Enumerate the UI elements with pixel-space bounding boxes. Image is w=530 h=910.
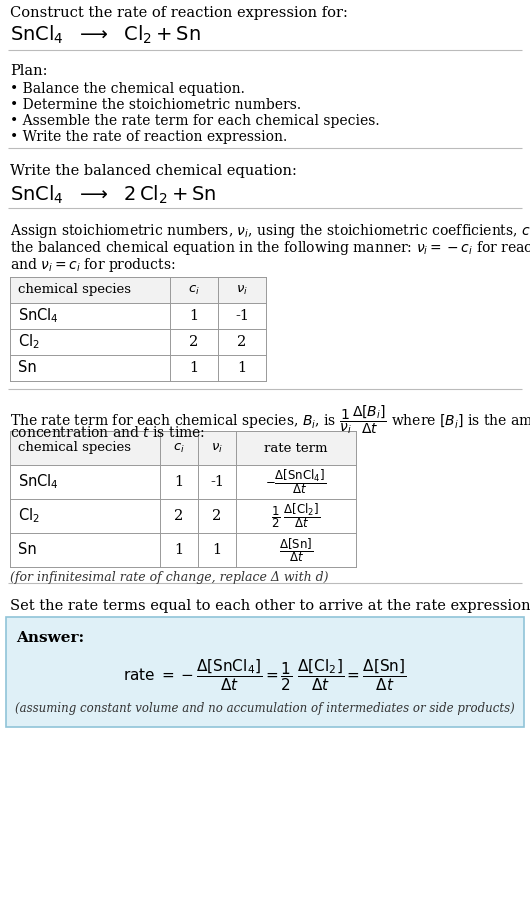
Text: • Balance the chemical equation.: • Balance the chemical equation.	[10, 82, 245, 96]
Text: Sn: Sn	[18, 360, 37, 376]
Text: 2: 2	[189, 335, 199, 349]
Text: 1: 1	[213, 543, 222, 557]
FancyBboxPatch shape	[6, 617, 524, 727]
Text: and $\nu_i = c_i$ for products:: and $\nu_i = c_i$ for products:	[10, 256, 175, 274]
Text: -1: -1	[235, 309, 249, 323]
Text: Write the balanced chemical equation:: Write the balanced chemical equation:	[10, 164, 297, 178]
Text: Plan:: Plan:	[10, 64, 48, 78]
Text: $c_i$: $c_i$	[173, 441, 185, 455]
Text: -1: -1	[210, 475, 224, 489]
Bar	[10, 329, 266, 355]
Text: $c_i$: $c_i$	[188, 283, 200, 297]
Bar	[10, 533, 356, 567]
Text: $\mathrm{Cl_2}$: $\mathrm{Cl_2}$	[18, 333, 40, 351]
Text: $\nu_i$: $\nu_i$	[211, 441, 223, 455]
Text: $\mathrm{SnCl_4}$  $\longrightarrow$  $\mathrm{2\,Cl_2 + Sn}$: $\mathrm{SnCl_4}$ $\longrightarrow$ $\ma…	[10, 184, 217, 207]
Text: chemical species: chemical species	[18, 441, 131, 454]
Text: 1: 1	[189, 309, 199, 323]
Text: 2: 2	[237, 335, 246, 349]
Text: concentration and $t$ is time:: concentration and $t$ is time:	[10, 425, 205, 440]
Text: • Determine the stoichiometric numbers.: • Determine the stoichiometric numbers.	[10, 98, 301, 112]
Text: • Write the rate of reaction expression.: • Write the rate of reaction expression.	[10, 130, 287, 144]
Text: 2: 2	[174, 509, 183, 523]
Text: $\dfrac{1}{2}\ \dfrac{\Delta[\mathrm{Cl_2}]}{\Delta t}$: $\dfrac{1}{2}\ \dfrac{\Delta[\mathrm{Cl_…	[271, 501, 321, 531]
Text: • Assemble the rate term for each chemical species.: • Assemble the rate term for each chemic…	[10, 114, 379, 128]
Text: rate $= -\dfrac{\Delta[\mathrm{SnCl_4}]}{\Delta t} = \dfrac{1}{2}\ \dfrac{\Delta: rate $= -\dfrac{\Delta[\mathrm{SnCl_4}]}…	[123, 657, 407, 693]
Text: $\mathrm{SnCl_4}$  $\longrightarrow$  $\mathrm{Cl_2 + Sn}$: $\mathrm{SnCl_4}$ $\longrightarrow$ $\ma…	[10, 24, 201, 46]
Text: Answer:: Answer:	[16, 631, 84, 645]
Text: 1: 1	[237, 361, 246, 375]
Text: (assuming constant volume and no accumulation of intermediates or side products): (assuming constant volume and no accumul…	[15, 702, 515, 715]
Text: $\nu_i$: $\nu_i$	[236, 283, 248, 297]
Text: $\dfrac{\Delta[\mathrm{Sn}]}{\Delta t}$: $\dfrac{\Delta[\mathrm{Sn}]}{\Delta t}$	[279, 536, 313, 564]
Text: $\mathrm{Cl_2}$: $\mathrm{Cl_2}$	[18, 507, 40, 525]
Text: Assign stoichiometric numbers, $\nu_i$, using the stoichiometric coefficients, $: Assign stoichiometric numbers, $\nu_i$, …	[10, 222, 530, 240]
Text: 1: 1	[174, 543, 183, 557]
Bar	[10, 431, 356, 465]
Bar	[10, 465, 356, 499]
Text: Set the rate terms equal to each other to arrive at the rate expression:: Set the rate terms equal to each other t…	[10, 599, 530, 613]
Text: the balanced chemical equation in the following manner: $\nu_i = -c_i$ for react: the balanced chemical equation in the fo…	[10, 239, 530, 257]
Text: $\mathrm{SnCl_4}$: $\mathrm{SnCl_4}$	[18, 307, 59, 326]
Text: Sn: Sn	[18, 542, 37, 558]
Bar	[10, 499, 356, 533]
Text: 1: 1	[174, 475, 183, 489]
Text: $\mathrm{SnCl_4}$: $\mathrm{SnCl_4}$	[18, 472, 59, 491]
Text: The rate term for each chemical species, $B_i$, is $\dfrac{1}{\nu_i}\dfrac{\Delt: The rate term for each chemical species,…	[10, 403, 530, 436]
Bar	[10, 355, 266, 381]
Bar	[10, 277, 266, 303]
Text: rate term: rate term	[264, 441, 328, 454]
Bar	[10, 303, 266, 329]
Text: 1: 1	[189, 361, 199, 375]
Text: (for infinitesimal rate of change, replace Δ with d): (for infinitesimal rate of change, repla…	[10, 571, 329, 584]
Text: chemical species: chemical species	[18, 284, 131, 297]
Text: $-\dfrac{\Delta[\mathrm{SnCl_4}]}{\Delta t}$: $-\dfrac{\Delta[\mathrm{SnCl_4}]}{\Delta…	[266, 468, 326, 496]
Text: Construct the rate of reaction expression for:: Construct the rate of reaction expressio…	[10, 6, 348, 20]
Text: 2: 2	[213, 509, 222, 523]
